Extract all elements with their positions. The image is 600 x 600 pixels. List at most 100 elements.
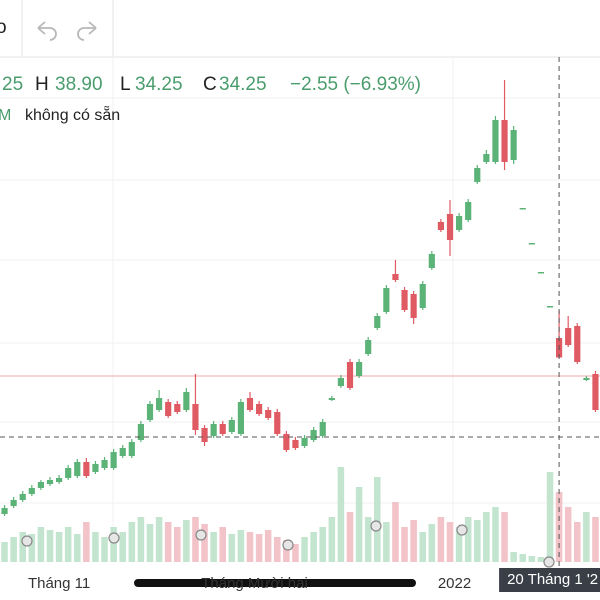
candle-body — [401, 290, 408, 310]
x-tick-label: Tháng 11 — [28, 575, 90, 592]
legend-key: C — [203, 74, 217, 95]
candle-body — [265, 410, 272, 418]
volume-bar — [55, 532, 63, 562]
redo-button[interactable] — [77, 21, 97, 41]
candle-body — [219, 424, 226, 434]
candle-body — [583, 378, 590, 380]
candle-body — [346, 362, 354, 388]
event-marker[interactable] — [108, 532, 120, 544]
volume-bar — [74, 534, 81, 562]
volume-bar — [246, 532, 254, 562]
candle-body — [383, 288, 390, 312]
candle-body — [283, 434, 290, 450]
volume-bar — [264, 530, 272, 562]
legend-open: 25 — [2, 74, 23, 95]
volume-bar — [519, 554, 526, 562]
event-marker[interactable] — [195, 529, 207, 541]
volume-bar — [283, 540, 290, 562]
volume-bar — [510, 552, 517, 562]
volume-bar — [101, 537, 108, 562]
candle-body — [319, 422, 326, 436]
candle-body — [446, 214, 454, 240]
volume-bar — [583, 512, 590, 562]
volume-bar — [401, 527, 408, 562]
volume-bar — [383, 522, 390, 562]
candle-body — [437, 222, 444, 230]
candle-body — [483, 154, 490, 162]
candle-body — [65, 468, 72, 478]
volume-bar — [501, 512, 508, 562]
volume-bar — [1, 542, 8, 562]
candle-body — [337, 378, 344, 386]
event-marker[interactable] — [282, 539, 294, 551]
candle-body — [492, 120, 499, 162]
volume-bar — [28, 534, 36, 562]
candle-body — [374, 316, 381, 328]
home-indicator — [134, 579, 416, 587]
volume-bar — [437, 517, 445, 562]
candle-body — [156, 398, 163, 410]
event-marker[interactable] — [456, 524, 468, 536]
candle-body — [310, 430, 317, 440]
event-markers — [21, 520, 555, 568]
legend-key: L — [120, 74, 131, 95]
volume-bar — [346, 512, 354, 562]
candle-body — [301, 438, 308, 446]
candle-body — [574, 326, 581, 362]
candle-body — [128, 442, 135, 456]
volume-bar — [64, 527, 72, 562]
candle-body — [19, 494, 26, 500]
volume-bar — [92, 532, 99, 562]
volume-bar — [564, 507, 572, 562]
volume-bar — [237, 530, 245, 562]
volume-bar — [364, 517, 372, 562]
candle-body — [10, 500, 17, 506]
candle-body — [28, 488, 35, 494]
candle-body — [56, 478, 63, 482]
candle-body — [228, 420, 235, 432]
candle-body — [456, 216, 463, 230]
volume-bar — [110, 527, 117, 562]
candle-body — [165, 402, 172, 416]
volume-bar — [374, 477, 381, 562]
candle-body — [592, 374, 599, 410]
volume-bar — [83, 522, 90, 562]
volume-bar — [219, 527, 226, 562]
volume-bar — [274, 537, 281, 562]
event-marker[interactable] — [543, 556, 555, 568]
event-marker[interactable] — [21, 535, 33, 547]
volume-bar — [155, 517, 163, 562]
candle-body — [356, 362, 363, 376]
volume-bar — [174, 527, 181, 562]
candle-body — [183, 392, 190, 410]
candle-body — [237, 402, 244, 434]
candle-body — [37, 482, 44, 488]
candle-body — [328, 398, 335, 400]
volume-bar — [592, 517, 599, 562]
volume-bar — [183, 520, 190, 562]
candle-body — [565, 328, 572, 345]
volume-bar — [210, 532, 217, 562]
legend-low: 34.25 — [135, 74, 183, 95]
volume-bar — [301, 537, 308, 562]
legend-close: 34.25 — [219, 74, 267, 95]
candle-body — [292, 440, 299, 448]
event-marker[interactable] — [370, 520, 382, 532]
volume-bar — [428, 524, 436, 562]
volume-bar — [310, 532, 317, 562]
candle-body — [510, 130, 517, 160]
volume-bar — [137, 517, 145, 562]
volume-bar — [255, 534, 263, 562]
candle-body — [537, 272, 544, 274]
volume-bar — [574, 522, 581, 562]
volume-bar — [19, 532, 26, 562]
x-tick-label: 2022 — [438, 575, 471, 592]
x-tick-label: Tháng Mười hai — [201, 575, 308, 592]
undo-button[interactable] — [37, 21, 57, 41]
candle-body — [46, 480, 54, 484]
volume-bar — [146, 524, 154, 562]
volume-bar — [446, 522, 454, 562]
candle-body — [74, 462, 81, 476]
volume-bar — [528, 556, 536, 562]
